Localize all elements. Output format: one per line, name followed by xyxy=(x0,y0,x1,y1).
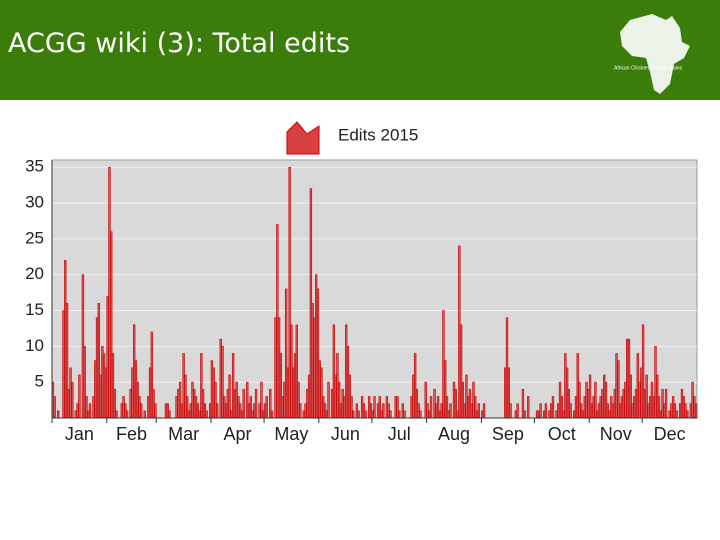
bar xyxy=(675,410,678,419)
plot-background xyxy=(51,159,698,419)
y-tick-label: 5 xyxy=(35,372,44,391)
bar xyxy=(265,396,268,419)
bar xyxy=(664,389,668,419)
x-tick-label: Nov xyxy=(600,424,632,444)
bar xyxy=(364,410,367,419)
x-tick-label: Mar xyxy=(168,424,199,444)
y-tick-label: 15 xyxy=(25,300,44,319)
bar xyxy=(398,410,401,419)
bar xyxy=(686,410,689,419)
bar xyxy=(551,396,555,419)
header: ACGG wiki (3): Total edits African Chick… xyxy=(0,0,720,100)
bar xyxy=(71,381,74,419)
logo-text: African Chicken Genetic Gains xyxy=(614,65,683,71)
bar xyxy=(125,410,129,419)
bar xyxy=(389,410,392,419)
bar xyxy=(216,403,219,419)
bar xyxy=(154,403,157,419)
bar xyxy=(373,396,376,419)
bar xyxy=(352,410,355,419)
bar xyxy=(449,403,452,419)
africa-shape xyxy=(620,14,690,94)
bar xyxy=(429,396,433,419)
bar xyxy=(53,396,56,419)
bar xyxy=(299,403,302,419)
bar xyxy=(509,403,512,419)
bar xyxy=(382,403,385,419)
bar xyxy=(419,410,422,419)
bar xyxy=(140,403,143,419)
bar xyxy=(254,389,258,419)
x-tick-label: Sep xyxy=(492,424,524,444)
y-tick-label: 25 xyxy=(25,228,44,247)
y-tick-label: 30 xyxy=(25,192,44,211)
bar xyxy=(242,389,245,419)
bar xyxy=(115,410,118,419)
bar xyxy=(539,403,542,419)
legend-swatch xyxy=(286,121,320,155)
bar xyxy=(357,410,360,419)
x-tick-label: Aug xyxy=(438,424,470,444)
bar xyxy=(569,403,572,419)
bar xyxy=(544,403,548,419)
y-tick-label: 35 xyxy=(25,157,44,176)
bar xyxy=(403,410,406,419)
x-tick-label: Oct xyxy=(548,424,576,444)
legend-label: Edits 2015 xyxy=(338,125,418,144)
bar xyxy=(477,403,480,419)
x-tick-label: Feb xyxy=(116,424,147,444)
bar xyxy=(168,410,171,419)
bar xyxy=(516,403,519,419)
bar xyxy=(694,403,698,419)
bar xyxy=(57,410,60,419)
x-tick-label: Jul xyxy=(388,424,411,444)
x-tick-label: Apr xyxy=(224,424,252,444)
bar xyxy=(143,410,146,419)
bar xyxy=(527,396,530,419)
bar xyxy=(88,403,92,419)
logo: African Chicken Genetic Gains xyxy=(614,14,690,94)
x-tick-label: May xyxy=(274,424,308,444)
x-tick-label: Jun xyxy=(331,424,360,444)
bar xyxy=(523,410,526,419)
x-tick-label: Jan xyxy=(65,424,94,444)
bar xyxy=(205,410,208,419)
slide-title: ACGG wiki (3): Total edits xyxy=(8,28,351,59)
chart: 5 10 15 20 25 30 35 Jan Feb Mar Apr May Jun Jul Aug Sep… xyxy=(25,121,698,444)
x-tick-label: Dec xyxy=(654,424,686,444)
bar xyxy=(482,403,486,419)
y-tick-label: 10 xyxy=(25,336,44,355)
y-tick-label: 20 xyxy=(25,264,44,283)
bar xyxy=(327,381,330,419)
bar xyxy=(78,374,81,419)
bar xyxy=(270,410,274,419)
